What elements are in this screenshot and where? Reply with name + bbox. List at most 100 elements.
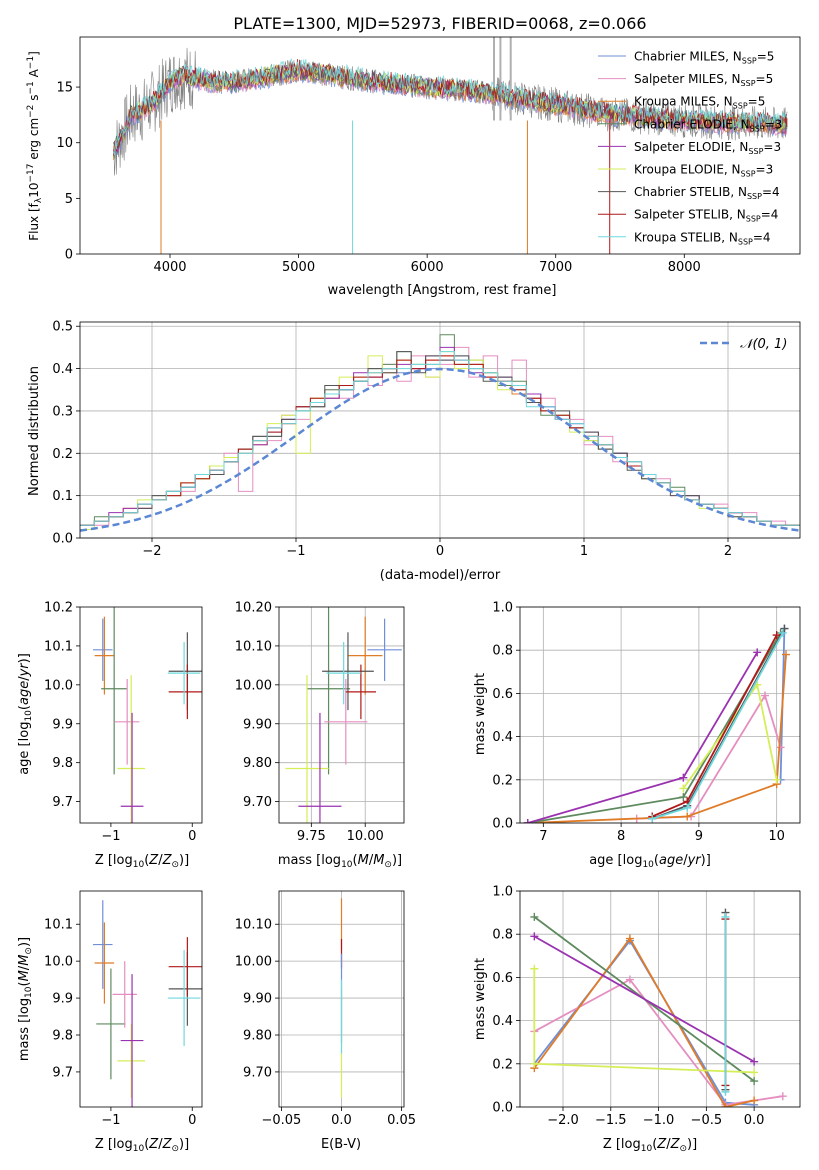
spectrum-marks — [113, 37, 788, 254]
weight-marker — [778, 1092, 787, 1101]
plot-frame — [278, 890, 405, 1108]
gaussian-legend-label: 𝒩(0, 1) — [740, 337, 787, 352]
x-tick-label: 0.0 — [331, 1113, 352, 1128]
weight-marker — [625, 975, 634, 984]
y-tick-label: 1.0 — [492, 601, 513, 616]
weight-age-xlabel: age [log10(age/yr)] — [589, 853, 711, 870]
mass_vs_Z-marks — [93, 900, 202, 1107]
weight-marker — [530, 912, 539, 921]
x-tick-label: −0.5 — [691, 1113, 723, 1128]
y-tick-label: 10.0 — [44, 678, 73, 693]
weight-vs-age-panel: age [log10(age/yr)] mass weight — [473, 673, 711, 870]
y-tick-label: 9.70 — [243, 1065, 272, 1080]
mass-ebv-xlabel: E(B-V) — [321, 1137, 361, 1152]
errorbar-point — [117, 675, 146, 823]
y-tick-label: 10.20 — [235, 601, 272, 616]
x-tick-label: 0.05 — [387, 1113, 416, 1128]
x-tick-label: −1.5 — [595, 1113, 627, 1128]
spectrum-model-line — [113, 66, 788, 151]
weight-marker — [750, 1057, 759, 1066]
plot-frame — [519, 890, 801, 1108]
weight-line — [533, 936, 755, 1107]
age-vs-mass-panel: mass [log10(M/M⊙)] — [278, 853, 402, 870]
y-tick-label: 0.8 — [492, 644, 513, 659]
gaussian-curve — [80, 367, 800, 532]
spectrum-ylabel: Flux [fλ10−17 erg cm−2 s−1 A−1] — [26, 51, 44, 241]
weight-marker — [750, 1077, 759, 1086]
y-tick-label: 10.10 — [235, 639, 272, 654]
weight-vs-metallicity-panel: Z [log10(Z/Z⊙)] mass weight — [473, 958, 697, 1154]
spectrum-model-line — [113, 58, 788, 156]
weight-marker — [679, 784, 688, 793]
errorbar-point — [168, 937, 202, 997]
errorbar-point — [347, 616, 383, 695]
weight-marker — [780, 624, 789, 633]
errorbar-point — [324, 679, 368, 765]
weight-marker — [683, 812, 692, 821]
x-tick-label: −0.05 — [261, 1113, 301, 1128]
legend-label: Salpeter STELIB, NSSP=4 — [634, 208, 778, 224]
y-tick-label: 10.1 — [44, 639, 73, 654]
weight-marker — [523, 819, 532, 823]
x-tick-label: −1 — [101, 829, 120, 844]
weight-marker — [772, 631, 781, 640]
legend-label: Salpeter MILES, NSSP=5 — [634, 72, 773, 88]
y-tick-label: 15 — [56, 81, 73, 96]
age-z-ylabel: age [log10(age/yr)] — [17, 653, 34, 775]
x-tick-label: 4000 — [153, 260, 186, 275]
weight-line — [527, 632, 782, 823]
y-tick-label: 0.4 — [52, 362, 73, 377]
plot-frame — [79, 890, 203, 1108]
y-tick-label: 9.7 — [52, 1065, 73, 1080]
y-tick-label: 0.1 — [52, 489, 73, 504]
age_vs_Z-marks — [93, 607, 202, 823]
mass-vs-ebv-panel: E(B-V) — [321, 1137, 361, 1152]
spectrum-legend: Chabrier MILES, NSSP=5 Salpeter MILES, NS… — [598, 50, 782, 246]
y-tick-label: 0.2 — [492, 1057, 513, 1072]
mass-z-ylabel: mass [log10(M/M⊙)] — [17, 937, 34, 1061]
y-tick-label: 0 — [65, 248, 73, 263]
age-z-xlabel: Z [log10(Z/Z⊙)] — [95, 853, 189, 870]
legend-label: Chabrier ELODIE, NSSP=3 — [634, 117, 782, 133]
errorbar-point — [120, 974, 144, 1107]
plot-frame — [79, 36, 801, 255]
errorbar-point — [93, 900, 113, 989]
errorbar-point — [298, 712, 342, 823]
errorbar-point — [117, 1023, 146, 1098]
errorbar-point — [112, 961, 137, 1028]
y-tick-label: 0.4 — [492, 1014, 513, 1029]
y-tick-label: 9.8 — [52, 1029, 73, 1044]
y-tick-label: 0.6 — [492, 687, 513, 702]
weight_vs_Z-marks — [530, 908, 787, 1107]
x-tick-label: 5000 — [282, 260, 315, 275]
residuals-axes: −2 −1 0 1 2 0.0 0.1 0.2 0.3 0.4 0.5 𝒩(0, 1) — [52, 320, 801, 559]
y-tick-label: 0.0 — [492, 817, 513, 832]
weight-marker — [721, 1103, 730, 1107]
x-tick-label: 0 — [188, 1113, 196, 1128]
y-tick-label: 9.70 — [243, 795, 272, 810]
mass_vs_EBV-axes: −0.05 0.0 0.05 9.70 9.80 9.90 10.00 10.10 — [235, 890, 416, 1128]
weight-line — [533, 935, 755, 1063]
residuals-ylabel: Normed distribution — [27, 366, 42, 496]
weight-marker — [750, 1068, 759, 1077]
y-tick-label: 9.8 — [52, 756, 73, 771]
errorbar-point — [114, 679, 140, 765]
weight-marker — [761, 691, 769, 700]
weight-marker — [778, 628, 787, 637]
y-tick-label: 9.9 — [52, 992, 73, 1007]
x-tick-label: 10 — [768, 829, 785, 844]
x-tick-label: 2 — [724, 544, 732, 559]
weight-marker — [679, 793, 688, 802]
x-tick-label: −2.0 — [547, 1113, 579, 1128]
y-tick-label: 10.2 — [44, 601, 73, 616]
y-tick-label: 0.2 — [52, 447, 73, 462]
spectrum-axes: 4000 5000 6000 7000 8000 0 5 10 15 Chabrier MILES… — [56, 36, 801, 275]
errorbar-point — [285, 675, 329, 823]
y-tick-label: 9.90 — [243, 717, 272, 732]
x-tick-label: 6000 — [411, 260, 444, 275]
weight-age-ylabel: mass weight — [473, 673, 488, 755]
y-tick-label: 9.90 — [243, 992, 272, 1007]
y-tick-label: 9.80 — [243, 756, 272, 771]
errorbar-point — [367, 618, 402, 681]
